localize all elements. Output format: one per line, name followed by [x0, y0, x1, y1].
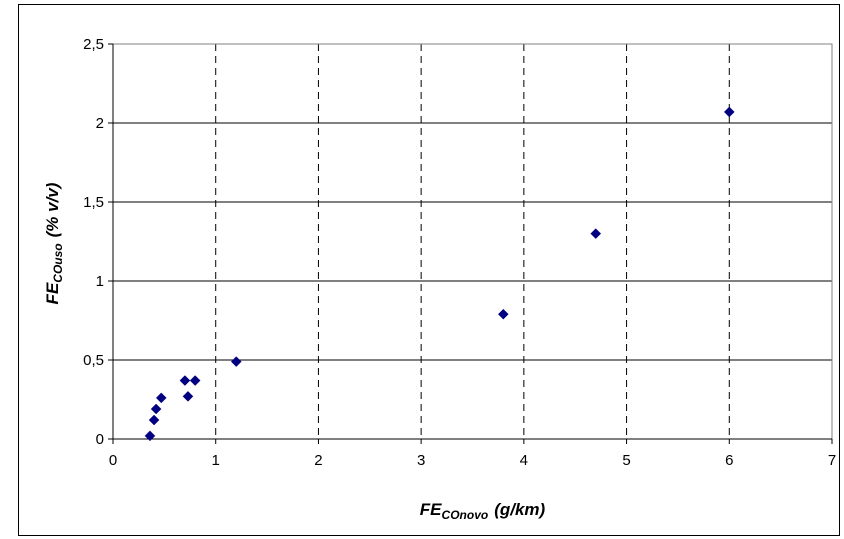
- data-point: [182, 390, 194, 402]
- y-axis-title-unit: (% v/v): [43, 182, 62, 237]
- y-axis-title-sub: COuso: [51, 243, 65, 282]
- x-tick-label: 7: [828, 452, 836, 469]
- data-point: [150, 403, 162, 415]
- y-tick-label: 1: [96, 273, 104, 290]
- x-axis-title: FECOnovo (g/km): [420, 500, 546, 522]
- x-tick-label: 0: [109, 452, 117, 469]
- axes: [108, 43, 833, 444]
- chart-frame: [18, 4, 840, 536]
- x-tick-label: 1: [212, 452, 220, 469]
- y-tick-label: 1,5: [83, 194, 104, 211]
- x-tick-label: 3: [417, 452, 425, 469]
- x-axis-title-sub: COnovo: [442, 508, 489, 522]
- grid: [113, 43, 833, 439]
- y-axis-title: FECOuso (% v/v): [43, 182, 65, 304]
- data-point: [148, 414, 160, 426]
- y-tick-label: 2,5: [83, 36, 104, 53]
- tick-labels: 0 0,5 1 1,5 2 2,5 0 1 2 3 4 5 6 7: [83, 36, 836, 469]
- x-axis-title-unit: (g/km): [494, 500, 545, 519]
- data-points: [144, 106, 735, 442]
- x-tick-label: 4: [520, 452, 528, 469]
- y-tick-label: 0,5: [83, 352, 104, 369]
- data-point: [179, 375, 191, 386]
- plot-area: [112, 43, 833, 440]
- x-tick-label: 5: [622, 452, 630, 469]
- data-point: [230, 356, 242, 367]
- x-tick-label: 2: [314, 452, 322, 469]
- data-point: [189, 375, 201, 386]
- data-point: [590, 228, 602, 239]
- data-point: [497, 308, 509, 320]
- y-tick-label: 0: [96, 431, 104, 448]
- data-point: [144, 430, 156, 442]
- data-point: [723, 106, 735, 118]
- data-point: [155, 392, 167, 404]
- y-axis-title-main: FE: [43, 282, 62, 304]
- x-axis-title-main: FE: [420, 500, 442, 519]
- x-tick-label: 6: [725, 452, 733, 469]
- y-tick-label: 2: [96, 115, 104, 132]
